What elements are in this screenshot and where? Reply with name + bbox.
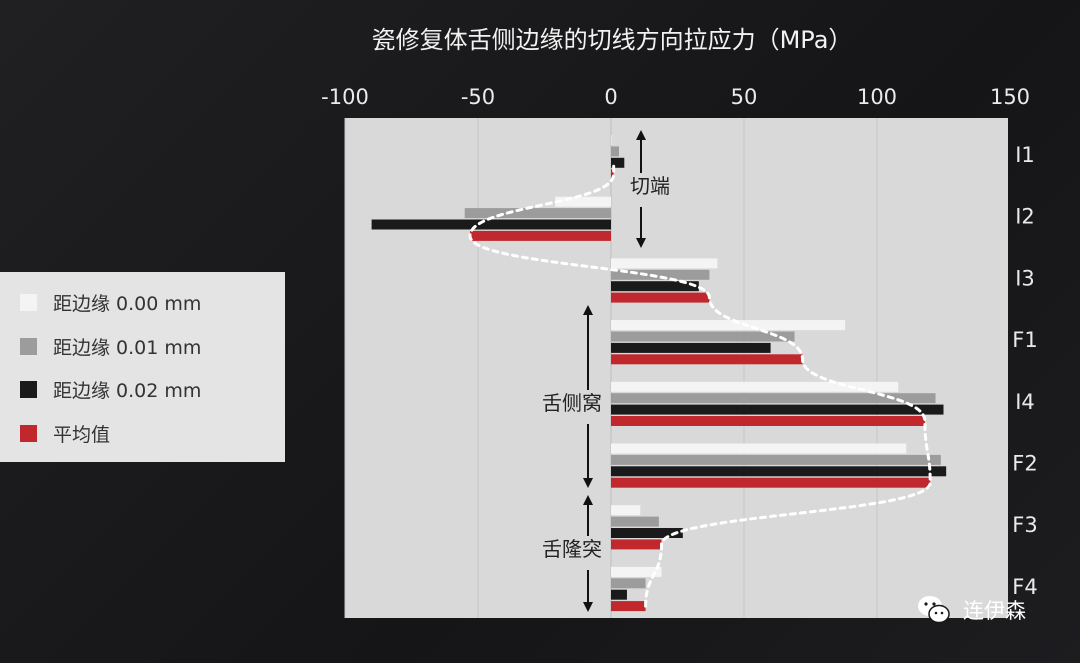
annotation-arrowhead-up-0 (636, 130, 646, 140)
legend-swatch-3 (20, 424, 37, 442)
annotation-arrowhead-down-1 (583, 478, 593, 488)
bar-F2-s2 (611, 466, 947, 477)
category-label-I4: I4 (1015, 390, 1035, 414)
bar-I1-s2 (611, 157, 625, 168)
watermark: 连伊森 (917, 594, 1026, 626)
annotation-arrowhead-up-2 (583, 495, 593, 505)
legend-swatch-0 (20, 293, 37, 311)
x-tick-label-1: -50 (461, 85, 495, 109)
bar-I3-s2 (611, 281, 699, 292)
bar-I1-s1 (611, 146, 619, 157)
category-label-F1: F1 (1012, 328, 1037, 352)
bar-I2-s2 (371, 219, 611, 230)
category-label-F4: F4 (1012, 575, 1037, 599)
legend-label-3: 平均值 (53, 423, 111, 446)
legend-item-3: 平均值 (20, 418, 110, 448)
bar-I1-s0 (611, 135, 612, 145)
bar-F3-s1 (611, 516, 659, 527)
bar-F4-s0 (611, 566, 662, 577)
bar-I2-s3 (470, 230, 611, 241)
category-label-F2: F2 (1012, 452, 1037, 476)
bar-F1-s0 (611, 320, 846, 331)
category-label-F3: F3 (1012, 513, 1037, 537)
legend-item-1: 距边缘 0.01 mm (20, 331, 201, 361)
legend-label-0: 距边缘 0.00 mm (53, 292, 202, 315)
bar-I4-s2 (611, 404, 944, 415)
bar-F1-s3 (611, 354, 803, 365)
x-tick-label-5: 150 (990, 85, 1030, 109)
x-tick-label-4: 100 (857, 85, 897, 109)
legend-label-2: 距边缘 0.02 mm (53, 379, 202, 402)
bar-F4-s2 (611, 589, 627, 600)
annotation-label-2: 舌隆突 (542, 537, 602, 561)
legend-swatch-2 (20, 380, 37, 398)
bar-I4-s3 (611, 416, 925, 426)
bar-I4-s1 (611, 393, 936, 404)
bar-F2-s0 (611, 443, 907, 454)
bar-F4-s1 (611, 578, 646, 589)
bar-I4-s0 (611, 381, 899, 392)
bar-F2-s1 (611, 454, 941, 465)
bar-I3-s0 (611, 258, 718, 269)
bar-F1-s1 (611, 331, 795, 342)
wechat-icon (918, 596, 950, 624)
trend-line (468, 164, 932, 608)
bar-I2-s1 (464, 208, 611, 219)
bar-I3-s3 (611, 292, 710, 303)
legend: 距边缘 0.00 mm 距边缘 0.01 mm 距边缘 0.02 mm 平均值 (0, 272, 285, 462)
bar-I1-s3 (611, 169, 614, 180)
x-tick-label-2: 0 (604, 85, 617, 109)
annotation-arrowhead-down-2 (583, 602, 593, 612)
bar-F1-s2 (611, 342, 771, 353)
annotation-arrowhead-up-1 (583, 305, 593, 315)
bar-F3-s3 (611, 539, 662, 550)
legend-swatch-1 (20, 337, 37, 355)
chart-title: 瓷修复体舌侧边缘的切线方向拉应力（MPa） (372, 26, 853, 54)
annotation-arrowhead-down-0 (636, 238, 646, 248)
legend-item-0: 距边缘 0.00 mm (20, 287, 201, 317)
bar-F3-s0 (611, 505, 641, 516)
bar-F4-s3 (611, 601, 646, 612)
legend-label-1: 距边缘 0.01 mm (53, 336, 202, 359)
category-label-I1: I1 (1015, 143, 1035, 167)
bar-I2-s0 (555, 196, 611, 207)
x-tick-label-3: 50 (731, 85, 758, 109)
bar-F3-s2 (611, 528, 683, 538)
bar-F2-s3 (611, 477, 931, 488)
annotation-label-1: 舌侧窝 (542, 391, 602, 415)
legend-item-2: 距边缘 0.02 mm (20, 374, 201, 404)
x-tick-label-0: -100 (321, 85, 369, 109)
bar-I3-s1 (611, 269, 710, 280)
plot-area (345, 118, 1008, 618)
annotation-label-0: 切端 (630, 174, 670, 198)
category-label-I2: I2 (1015, 205, 1035, 229)
watermark-text: 连伊森 (963, 599, 1026, 623)
category-label-I3: I3 (1015, 266, 1035, 290)
